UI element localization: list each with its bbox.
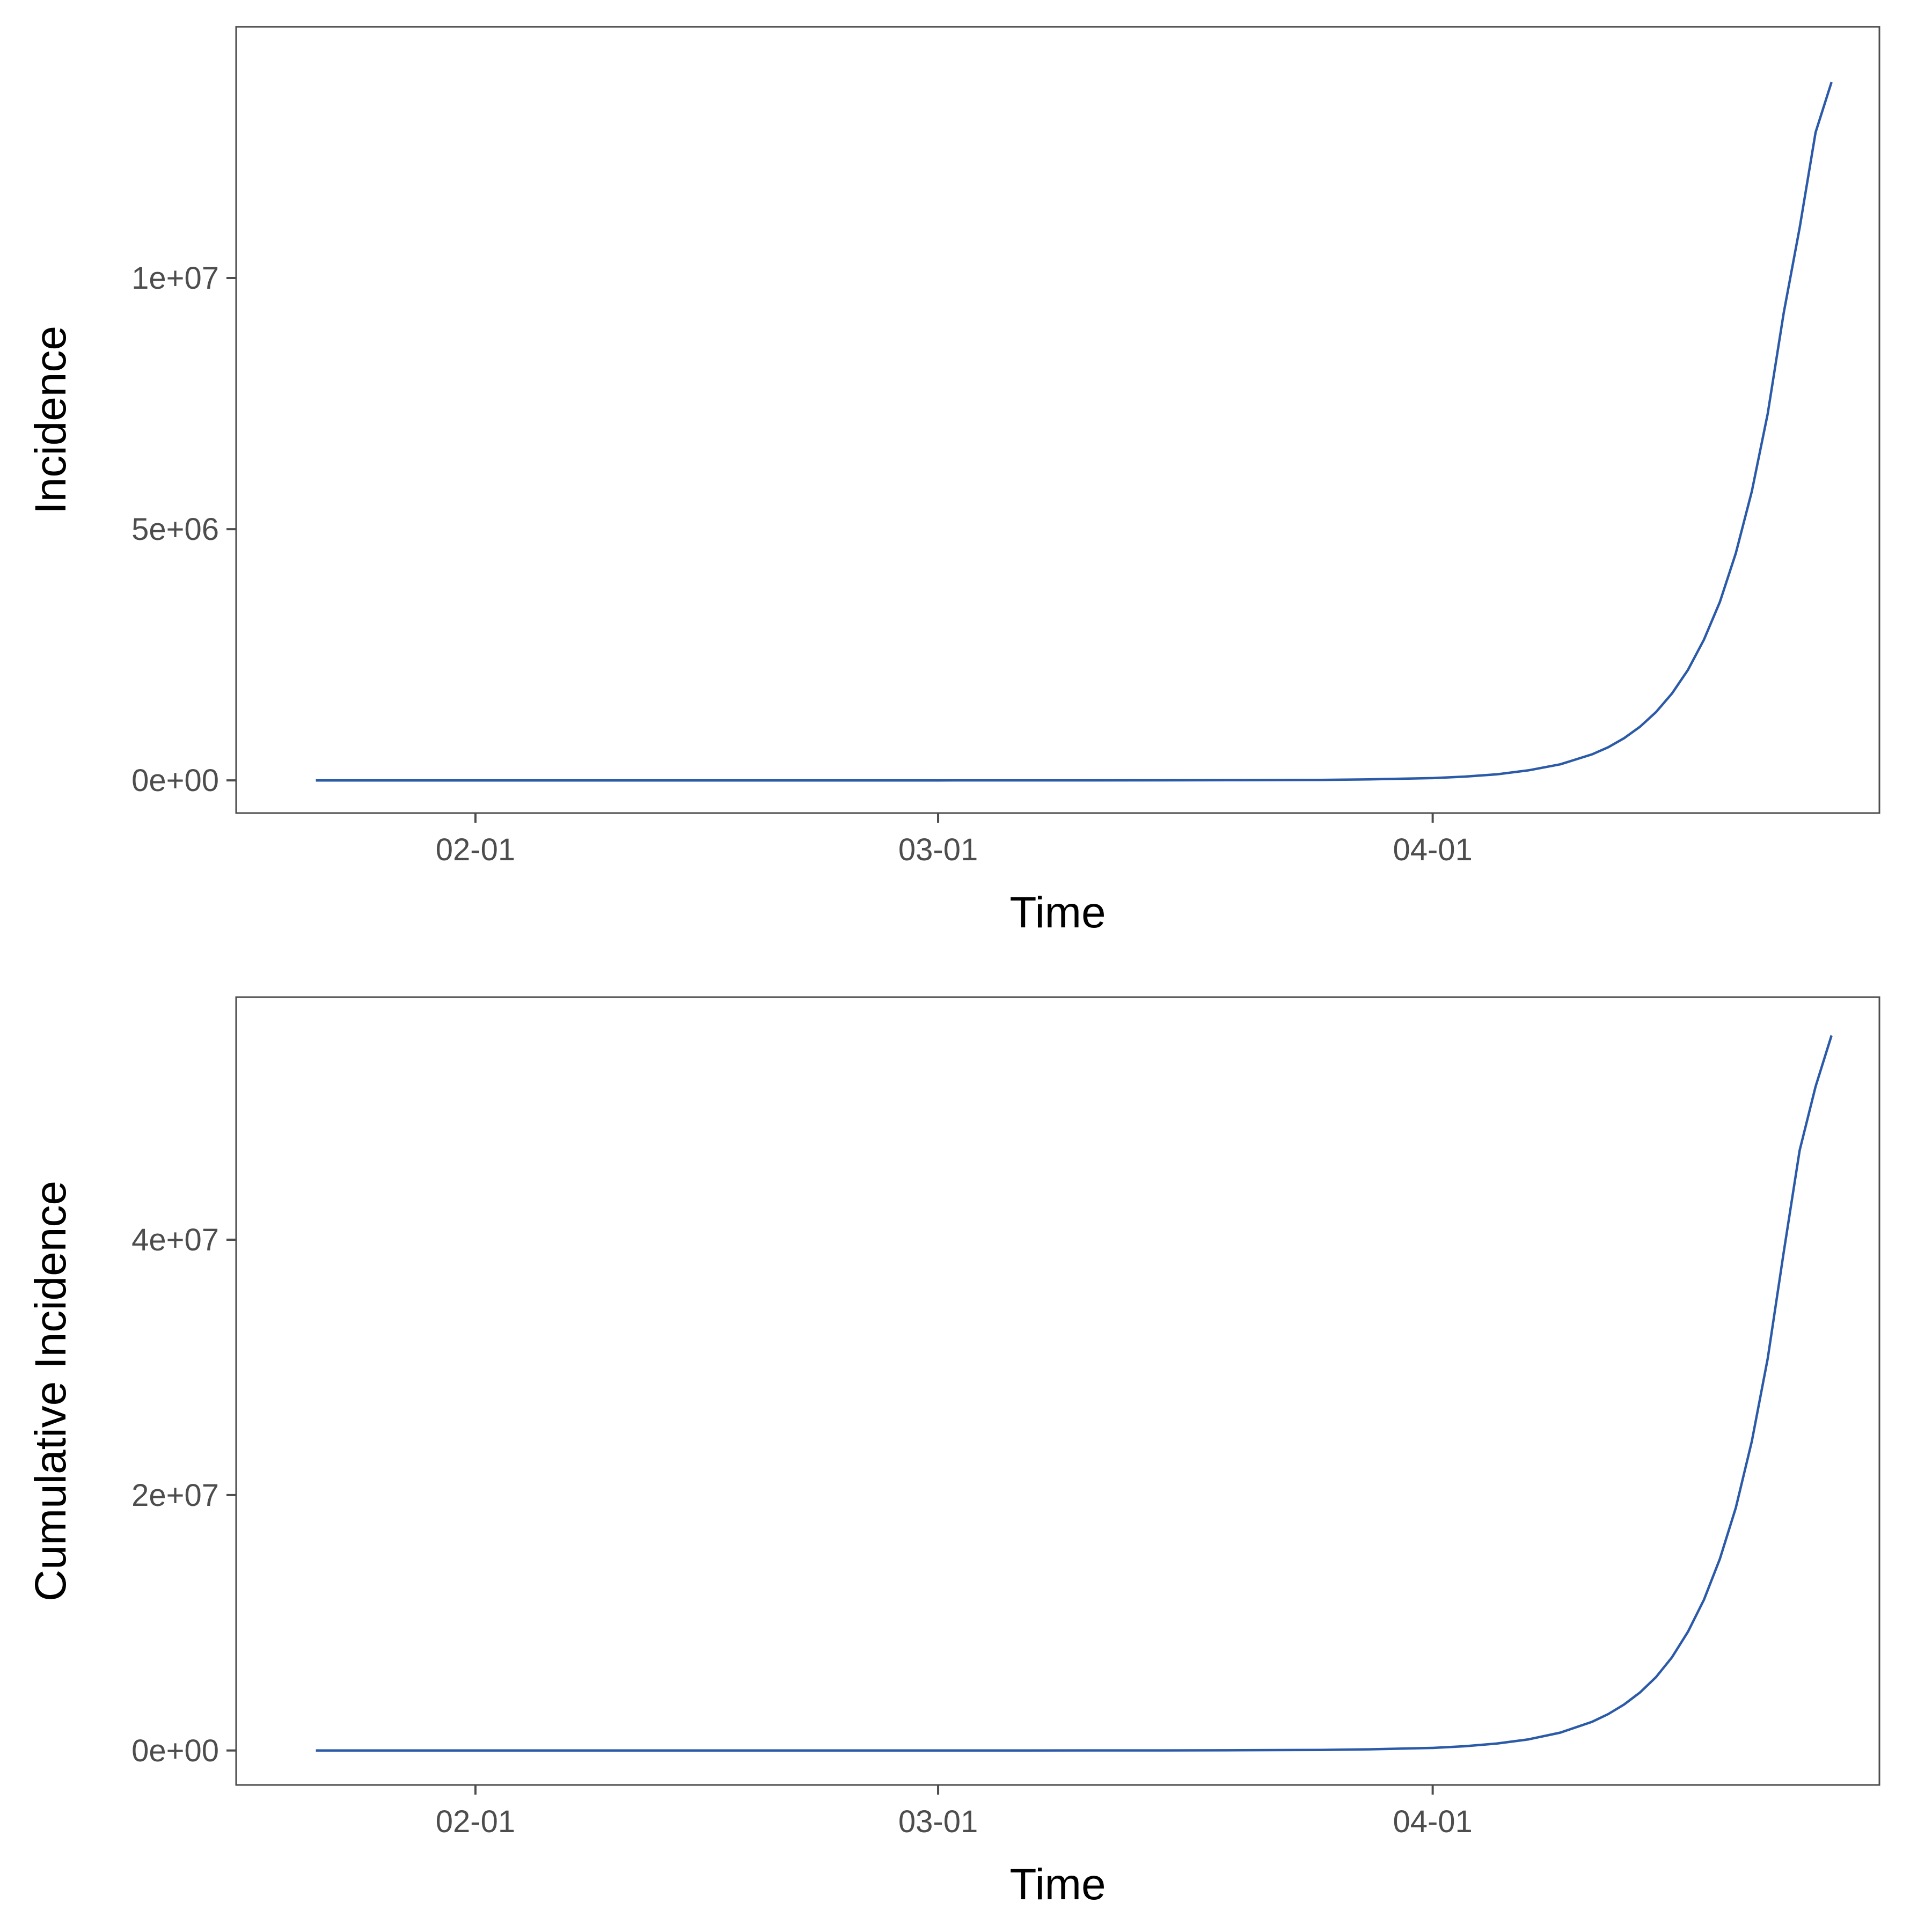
x-tick-label: 02-01 <box>436 1804 515 1839</box>
y-tick-label: 0e+00 <box>131 1733 219 1768</box>
cumulative-incidence-y-axis-title: Cumulative Incidence <box>26 1181 75 1601</box>
y-tick-label: 2e+07 <box>131 1478 219 1513</box>
cumulative-incidence-x-axis-title: Time <box>1009 1860 1106 1909</box>
y-tick-label: 1e+07 <box>131 261 219 296</box>
incidence-plot-frame <box>235 26 1880 814</box>
incidence-x-axis-title: Time <box>1009 888 1106 937</box>
cumulative-incidence-series-line <box>316 1035 1833 1752</box>
y-tick-label: 4e+07 <box>131 1223 219 1257</box>
x-tick-label: 02-01 <box>436 832 515 867</box>
incidence-series-line <box>316 82 1833 782</box>
incidence-panel: 02-01 03-01 04-01 0e+00 5e+06 1e+07 Time Incide… <box>26 26 1880 937</box>
x-tick-label: 03-01 <box>898 1804 978 1839</box>
x-tick-label: 03-01 <box>898 832 978 867</box>
y-tick-label: 5e+06 <box>131 512 219 547</box>
cumulative-incidence-plot-frame <box>235 996 1880 1786</box>
y-tick-label: 0e+00 <box>131 763 219 798</box>
cumulative-incidence-panel: 02-01 03-01 04-01 0e+00 2e+07 4e+07 Time Cumula… <box>26 996 1880 1909</box>
x-tick-label: 04-01 <box>1393 832 1472 867</box>
x-tick-label: 04-01 <box>1393 1804 1472 1839</box>
incidence-y-axis-title: Incidence <box>26 326 75 514</box>
